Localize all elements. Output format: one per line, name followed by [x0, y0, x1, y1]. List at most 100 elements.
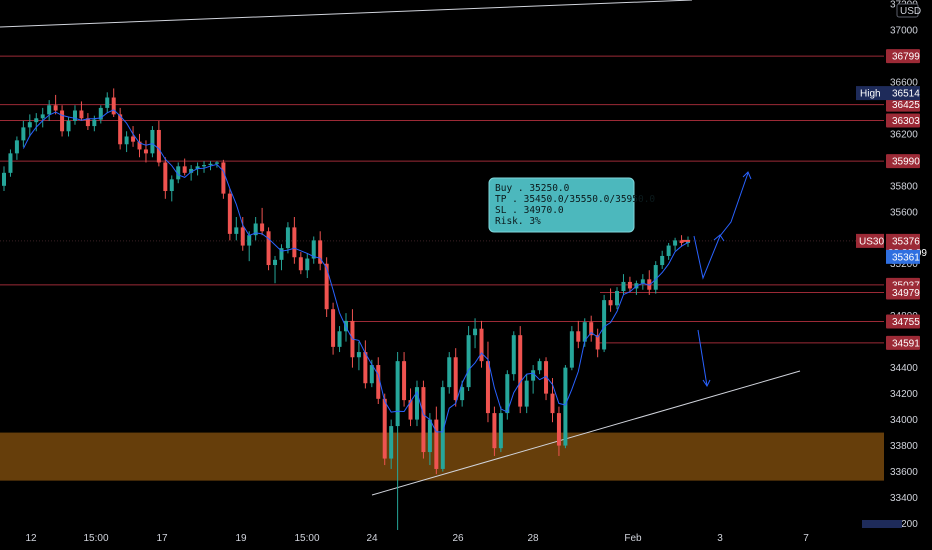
candle-body — [176, 166, 181, 180]
candle — [156, 120, 161, 167]
candle — [266, 227, 271, 271]
level-badge-34755 — [886, 314, 920, 329]
candle-body — [395, 361, 400, 427]
candle — [27, 114, 32, 137]
candle-body — [221, 162, 226, 194]
candle — [395, 352, 400, 530]
candle — [563, 365, 568, 449]
candle-body — [305, 258, 310, 271]
candle — [292, 216, 297, 264]
time-axis[interactable]: 12 15:00 17 19 15:00 24 26 28 Feb 3 7 — [25, 520, 902, 544]
candle — [305, 253, 310, 279]
candle — [163, 157, 168, 199]
candle-body — [111, 97, 116, 115]
candle-body — [40, 114, 45, 119]
candle — [434, 406, 439, 475]
candle-body — [556, 413, 561, 446]
candle-body — [292, 227, 297, 258]
symbol-label: US30 — [859, 236, 884, 247]
candle-body — [331, 309, 336, 347]
candle-body — [208, 163, 213, 166]
candle-body — [498, 413, 503, 449]
candle — [143, 140, 148, 163]
candle-body — [105, 97, 110, 108]
upper-trendline — [0, 0, 693, 28]
price-tick-label: 33800 — [890, 441, 918, 452]
candle-body — [369, 365, 374, 384]
level-badge-34591 — [886, 335, 920, 350]
note-line: TP . 35450.0/35550.0/35950.0 — [495, 194, 655, 205]
candle — [485, 341, 490, 423]
candle-body — [60, 110, 65, 132]
candle — [118, 107, 123, 150]
candle-body — [118, 114, 123, 145]
candle — [53, 94, 58, 115]
candle-body — [279, 248, 284, 260]
price-axis[interactable]: 3720037000368003660036400362003600035800… — [884, 0, 932, 550]
projection-path-up — [693, 172, 749, 280]
candle-body — [666, 245, 671, 256]
last-price-text: 35376 — [892, 236, 920, 247]
candle — [98, 105, 103, 124]
candle-body — [260, 223, 265, 232]
time-tick-label: 17 — [156, 533, 168, 544]
time-tick-label: 24 — [366, 533, 378, 544]
candle — [389, 419, 394, 469]
moving-average-line — [22, 109, 689, 433]
candle-body — [434, 419, 439, 469]
candle-body — [8, 153, 13, 173]
level-badge-text: 36303 — [892, 116, 920, 127]
candle-body — [608, 300, 613, 306]
candle — [40, 107, 45, 128]
candle — [402, 352, 407, 407]
candle — [492, 406, 497, 456]
candle-body — [569, 331, 574, 368]
candle-body — [311, 240, 316, 259]
candle-body — [34, 118, 39, 123]
candle-body — [156, 129, 161, 163]
candle-body — [460, 387, 465, 401]
candle — [479, 320, 484, 368]
candle-body — [492, 413, 497, 449]
candle-body — [389, 426, 394, 459]
currency-label: USD — [900, 6, 921, 17]
candle-body — [427, 419, 432, 453]
bid-price-text: 35361 — [892, 252, 920, 263]
candle — [640, 274, 645, 290]
candle-body — [189, 168, 194, 173]
candle-body — [66, 120, 71, 132]
trade-setup-note[interactable]: Buy . 35250.0TP . 35450.0/35550.0/35950.… — [488, 177, 655, 233]
price-tick-label: 34000 — [890, 415, 918, 426]
currency-badge-frame — [896, 3, 919, 18]
candle — [240, 216, 245, 251]
candle — [34, 113, 39, 132]
candle-body — [21, 127, 26, 141]
candle-body — [53, 105, 58, 111]
candle — [466, 326, 471, 392]
level-badge-35990 — [886, 154, 920, 169]
candle — [8, 149, 13, 177]
candle-body — [685, 240, 691, 243]
candle-body — [485, 361, 490, 414]
price-tick-label: 37000 — [890, 25, 918, 36]
candle — [660, 250, 665, 269]
candle-body — [679, 240, 684, 243]
candle-body — [318, 240, 323, 264]
trendlines — [0, 0, 801, 496]
arrowhead-up-1 — [713, 234, 725, 242]
candle-body — [234, 227, 239, 234]
note-box — [488, 177, 635, 233]
candle-body — [653, 265, 658, 290]
candle — [498, 406, 503, 453]
candle — [66, 116, 71, 137]
candle — [627, 276, 632, 293]
candle-body — [285, 227, 290, 249]
candle — [124, 131, 129, 153]
moving-average-layer — [22, 109, 689, 433]
time-tick-label: 15:00 — [83, 533, 108, 544]
high-badge-value: 36514 — [892, 89, 920, 100]
level-badge-text: 34755 — [892, 317, 920, 328]
candle-body — [563, 367, 568, 446]
